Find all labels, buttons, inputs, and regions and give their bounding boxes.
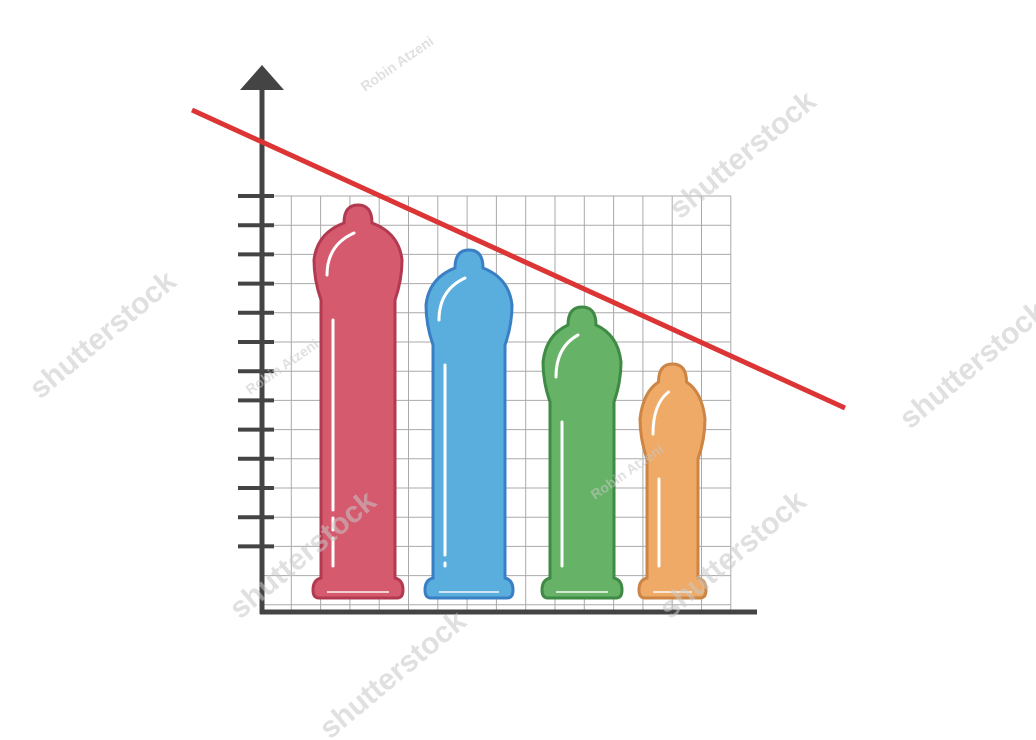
- bar-shape: [423, 248, 515, 600]
- y-axis-arrow: [240, 65, 284, 90]
- highlight: [651, 390, 670, 436]
- bars: [311, 203, 708, 600]
- highlight: [437, 276, 467, 322]
- watermark-text: Robin Atzeni: [243, 336, 322, 398]
- trend-line: [190, 107, 847, 411]
- bar-shape: [311, 203, 405, 600]
- bar-shape: [637, 362, 708, 600]
- highlight: [554, 333, 580, 379]
- watermark-text: shutterstock: [313, 604, 472, 740]
- watermarks: shutterstock shutterstock shutterstock shut…: [23, 33, 1036, 740]
- ticks: [238, 194, 274, 549]
- watermark-text: shutterstock: [23, 264, 182, 405]
- highlight: [325, 231, 356, 277]
- bar-shape: [540, 305, 624, 600]
- watermark-text: shutterstock: [663, 84, 822, 225]
- watermark-text: shutterstock: [893, 294, 1036, 435]
- watermark-text: Robin Atzeni: [358, 33, 437, 95]
